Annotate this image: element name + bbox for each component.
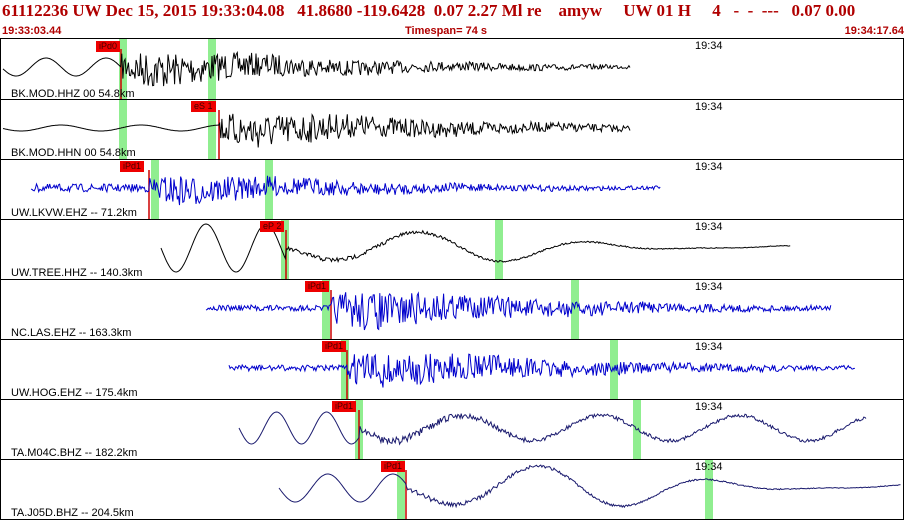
start-time: 19:33:03.44 [2,25,62,37]
trace-panel[interactable]: iPd1 19:34 UW.LKVW.EHZ -- 71.2km [0,159,904,220]
time-label: 19:34 [695,281,723,293]
time-label: 19:34 [695,161,723,173]
phase-window [495,220,503,279]
timespan: Timespan= 74 s [405,25,488,37]
phase-window [705,460,713,519]
pick-flag[interactable]: iPd1 [120,161,145,172]
trace-panel[interactable]: iPd1 19:34 TA.J05D.BHZ -- 204.5km [0,459,904,520]
phase-window [119,39,127,99]
time-label: 19:34 [695,401,723,413]
channel-label: UW.TREE.HHZ -- 140.3km [11,267,143,279]
waveform [30,160,661,219]
event-title: 61112236 UW Dec 15, 2015 19:33:04.08 41.… [2,1,856,20]
phase-window [281,220,289,279]
pick-flag[interactable]: iPd1 [381,461,406,472]
time-label: 19:34 [695,461,723,473]
phase-window [265,160,273,219]
trace-line [278,464,901,509]
trace-line [238,411,867,446]
time-label: 19:34 [695,101,723,113]
header-bar: 61112236 UW Dec 15, 2015 19:33:04.08 41.… [0,0,906,24]
trace-line [228,353,855,388]
waveform [238,400,867,459]
trace-line [30,175,661,206]
pick-flag[interactable]: iPd1 [332,401,357,412]
trace-panel[interactable]: iPd1 19:34 UW.HOG.EHZ -- 175.4km [0,339,904,400]
trace-panel[interactable]: iPd1 19:34 TA.M04C.BHZ -- 182.2km [0,399,904,460]
channel-label: TA.M04C.BHZ -- 182.2km [11,447,138,459]
end-time: 19:34:17.64 [844,25,904,37]
waveform [2,100,631,159]
phase-window [208,39,216,99]
phase-window [208,100,216,159]
pick-flag[interactable]: eS 1 [191,101,216,112]
phase-window [341,340,349,399]
trace-panel[interactable]: iPd1 19:34 NC.LAS.EHZ -- 163.3km [0,279,904,340]
trace-panel[interactable]: eS 1 19:34 BK.MOD.HHN 00 54.8km [0,99,904,160]
channel-label: BK.MOD.HHN 00 54.8km [11,147,136,159]
waveform [228,340,855,399]
phase-window [571,280,579,339]
trace-line [2,113,631,148]
phase-window [119,100,127,159]
pick-flag[interactable]: eP 2 [260,221,285,232]
time-label: 19:34 [695,40,723,52]
trace-line [2,50,631,87]
time-label: 19:34 [695,221,723,233]
waveform [205,280,832,339]
time-label: 19:34 [695,341,723,353]
trace-panel[interactable]: iPd0 19:34 BK.MOD.HHZ 00 54.8km [0,38,904,100]
channel-label: UW.LKVW.EHZ -- 71.2km [11,207,137,219]
trace-line [205,291,832,331]
channel-label: TA.J05D.BHZ -- 204.5km [11,507,134,519]
phase-window [322,280,330,339]
channel-label: UW.HOG.EHZ -- 175.4km [11,387,138,399]
waveform [2,39,631,99]
trace-panel[interactable]: eP 2 19:34 UW.TREE.HHZ -- 140.3km [0,219,904,280]
pick-flag[interactable]: iPd0 [96,41,121,52]
waveform [278,460,901,519]
pick-flag[interactable]: iPd1 [322,341,347,352]
channel-label: BK.MOD.HHZ 00 54.8km [11,88,135,100]
channel-label: NC.LAS.EHZ -- 163.3km [11,327,132,339]
phase-window [397,460,405,519]
pick-flag[interactable]: iPd1 [305,281,330,292]
